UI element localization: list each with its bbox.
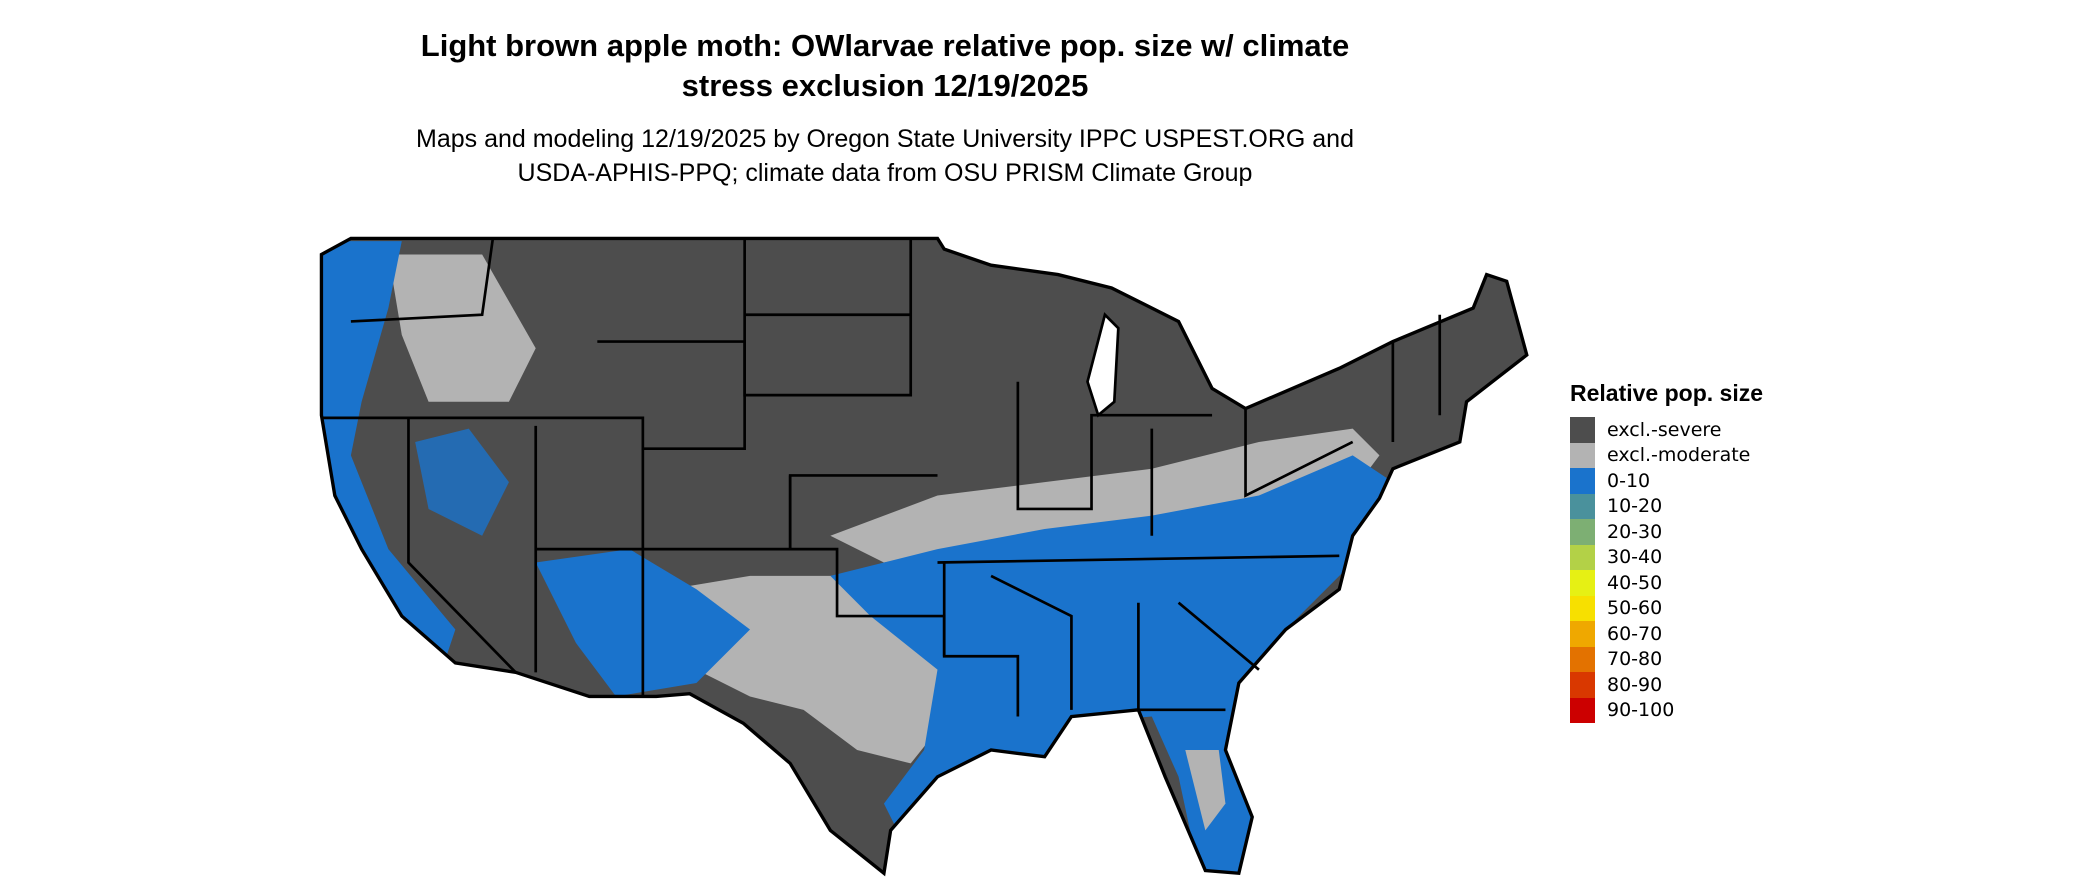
legend-item: 0-10	[1570, 468, 1763, 494]
map-subtitle: Maps and modeling 12/19/2025 by Oregon S…	[0, 122, 1650, 190]
legend-item: 90-100	[1570, 697, 1763, 723]
legend: Relative pop. size excl.-severe excl.-mod…	[1570, 380, 1763, 723]
legend-label: 70-80	[1607, 648, 1663, 671]
legend-swatch	[1570, 697, 1595, 723]
legend-label: 10-20	[1607, 495, 1663, 518]
low-pop-great-basin	[415, 428, 509, 536]
legend-item: 60-70	[1570, 621, 1763, 647]
subtitle-line-2: USDA-APHIS-PPQ; climate data from OSU PR…	[517, 159, 1253, 187]
legend-title: Relative pop. size	[1570, 380, 1764, 406]
legend-item: excl.-moderate	[1570, 442, 1763, 468]
legend-swatch	[1570, 468, 1595, 494]
legend-swatch	[1570, 544, 1595, 570]
state-borders	[321, 238, 1442, 717]
legend-label: 50-60	[1607, 597, 1663, 620]
legend-swatch	[1570, 595, 1595, 621]
legend-label: excl.-moderate	[1607, 444, 1751, 467]
legend-swatch	[1570, 519, 1595, 545]
title-line-2: stress exclusion 12/19/2025	[681, 68, 1089, 103]
map-title: Light brown apple moth: OWlarvae relativ…	[0, 26, 1650, 106]
legend-item: 80-90	[1570, 672, 1763, 698]
legend-label: 0-10	[1607, 469, 1651, 492]
legend-item: 20-30	[1570, 519, 1763, 545]
legend-label: 60-70	[1607, 622, 1663, 645]
legend-item: excl.-severe	[1570, 417, 1763, 443]
legend-swatch	[1570, 493, 1595, 519]
legend-label: 40-50	[1607, 571, 1663, 594]
excl-moderate-west	[388, 254, 536, 402]
subtitle-line-1: Maps and modeling 12/19/2025 by Oregon S…	[416, 125, 1354, 153]
legend-swatch	[1570, 621, 1595, 647]
legend-item: 30-40	[1570, 544, 1763, 570]
excl-moderate-florida	[1185, 750, 1226, 831]
legend-item: 10-20	[1570, 493, 1763, 519]
legend-swatch	[1570, 672, 1595, 698]
legend-swatch	[1570, 442, 1595, 468]
legend-swatch	[1570, 570, 1595, 596]
legend-label: 30-40	[1607, 546, 1663, 569]
legend-item: 40-50	[1570, 570, 1763, 596]
legend-label: excl.-severe	[1607, 418, 1722, 441]
legend-item: 70-80	[1570, 646, 1763, 672]
legend-label: 80-90	[1607, 673, 1663, 696]
legend-swatch	[1570, 417, 1595, 443]
legend-items: excl.-severe excl.-moderate 0-10 10-20 20-30…	[1570, 417, 1763, 723]
title-line-1: Light brown apple moth: OWlarvae relativ…	[420, 28, 1350, 63]
legend-label: 20-30	[1607, 520, 1663, 543]
legend-label: 90-100	[1607, 699, 1675, 722]
lake-michigan-shape	[1086, 312, 1120, 418]
legend-swatch	[1570, 646, 1595, 672]
legend-item: 50-60	[1570, 595, 1763, 621]
